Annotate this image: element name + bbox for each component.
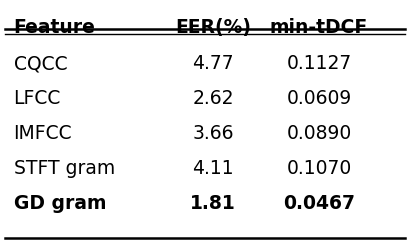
Text: 0.0467: 0.0467 bbox=[282, 194, 354, 213]
Text: STFT gram: STFT gram bbox=[13, 159, 115, 178]
Text: 3.66: 3.66 bbox=[192, 124, 233, 143]
Text: 4.77: 4.77 bbox=[192, 54, 234, 73]
Text: 2.62: 2.62 bbox=[192, 90, 233, 108]
Text: min-tDCF: min-tDCF bbox=[269, 18, 367, 37]
Text: IMFCC: IMFCC bbox=[13, 124, 72, 143]
Text: CQCC: CQCC bbox=[13, 54, 67, 73]
Text: GD gram: GD gram bbox=[13, 194, 106, 213]
Text: 1.81: 1.81 bbox=[190, 194, 236, 213]
Text: EER(%): EER(%) bbox=[175, 18, 251, 37]
Text: 0.0609: 0.0609 bbox=[286, 90, 351, 108]
Text: 0.0890: 0.0890 bbox=[286, 124, 351, 143]
Text: 0.1070: 0.1070 bbox=[286, 159, 351, 178]
Text: LFCC: LFCC bbox=[13, 90, 61, 108]
Text: 0.1127: 0.1127 bbox=[286, 54, 351, 73]
Text: 4.11: 4.11 bbox=[192, 159, 234, 178]
Text: Feature: Feature bbox=[13, 18, 95, 37]
